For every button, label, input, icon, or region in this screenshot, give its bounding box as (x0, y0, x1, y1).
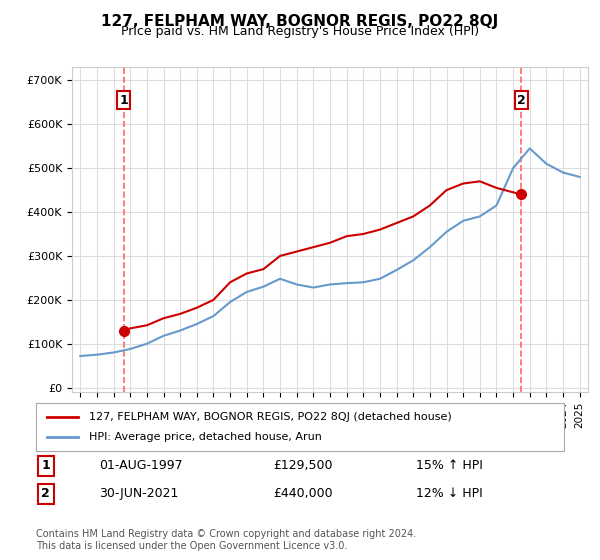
Text: 30-JUN-2021: 30-JUN-2021 (100, 487, 179, 501)
Text: 127, FELPHAM WAY, BOGNOR REGIS, PO22 8QJ (detached house): 127, FELPHAM WAY, BOGNOR REGIS, PO22 8QJ… (89, 412, 452, 422)
Text: 2: 2 (517, 94, 526, 106)
Text: 01-AUG-1997: 01-AUG-1997 (100, 459, 183, 473)
Text: 2: 2 (41, 487, 50, 501)
Text: Price paid vs. HM Land Registry's House Price Index (HPI): Price paid vs. HM Land Registry's House … (121, 25, 479, 38)
Text: £129,500: £129,500 (274, 459, 333, 473)
Text: 1: 1 (41, 459, 50, 473)
Text: £440,000: £440,000 (274, 487, 333, 501)
Text: 127, FELPHAM WAY, BOGNOR REGIS, PO22 8QJ: 127, FELPHAM WAY, BOGNOR REGIS, PO22 8QJ (101, 14, 499, 29)
Text: Contains HM Land Registry data © Crown copyright and database right 2024.
This d: Contains HM Land Registry data © Crown c… (36, 529, 416, 551)
Text: 1: 1 (119, 94, 128, 106)
Text: HPI: Average price, detached house, Arun: HPI: Average price, detached house, Arun (89, 432, 322, 442)
Text: 15% ↑ HPI: 15% ↑ HPI (416, 459, 483, 473)
Text: 12% ↓ HPI: 12% ↓ HPI (416, 487, 483, 501)
